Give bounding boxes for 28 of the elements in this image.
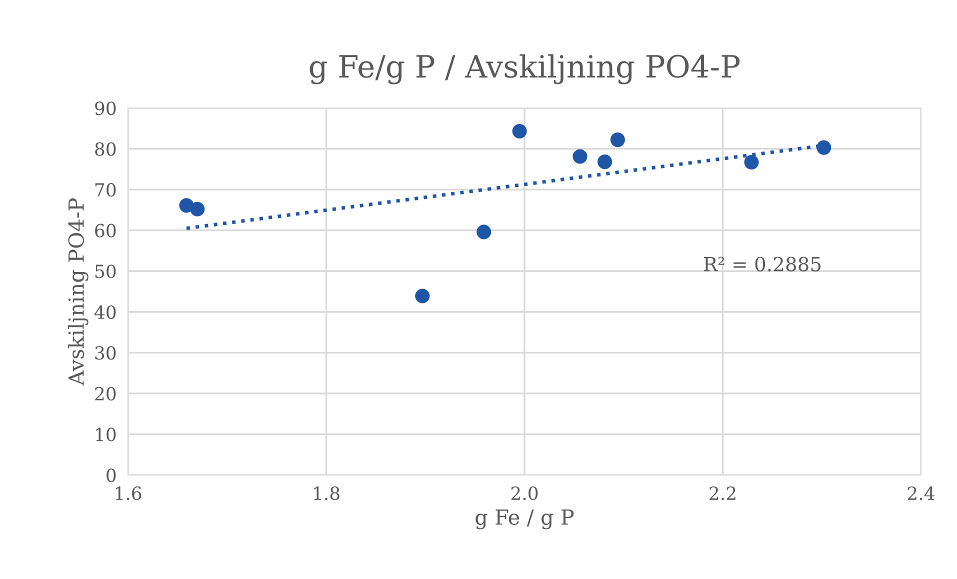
y-tick-label: 60 — [95, 224, 116, 238]
y-tick-label: 40 — [94, 305, 116, 320]
x-tick-label: 2.2 — [710, 486, 736, 500]
point — [610, 132, 625, 148]
y-tick-label: 30 — [95, 346, 116, 360]
y-axis-title: Avskiljning PO4-P — [68, 198, 88, 386]
y-tick-label: 90 — [95, 101, 116, 116]
y-tick-label: 20 — [95, 386, 116, 401]
point — [415, 288, 430, 304]
x-tick-label: 2.0 — [511, 486, 538, 500]
chart-title: g Fe/g P / Avskiljning PO4-P — [310, 54, 740, 84]
point — [572, 149, 588, 164]
x-tick-label: 1.8 — [314, 486, 340, 500]
point — [512, 124, 527, 139]
point — [190, 202, 205, 216]
point — [816, 140, 832, 155]
y-tick-label: 70 — [95, 183, 116, 197]
x-tick-label: 2.4 — [908, 486, 934, 500]
annotation: R² = 0.2885 — [704, 256, 821, 272]
y-tick-label: 10 — [96, 428, 116, 442]
x-tick-label: 1.6 — [116, 486, 142, 500]
point — [744, 154, 759, 170]
y-tick-label: 0 — [106, 468, 116, 482]
point — [476, 224, 492, 240]
y-tick-label: 50 — [95, 264, 116, 278]
y-tick-label: 80 — [95, 142, 116, 156]
point — [598, 154, 612, 170]
x-axis-title: g Fe / g P — [476, 509, 574, 530]
